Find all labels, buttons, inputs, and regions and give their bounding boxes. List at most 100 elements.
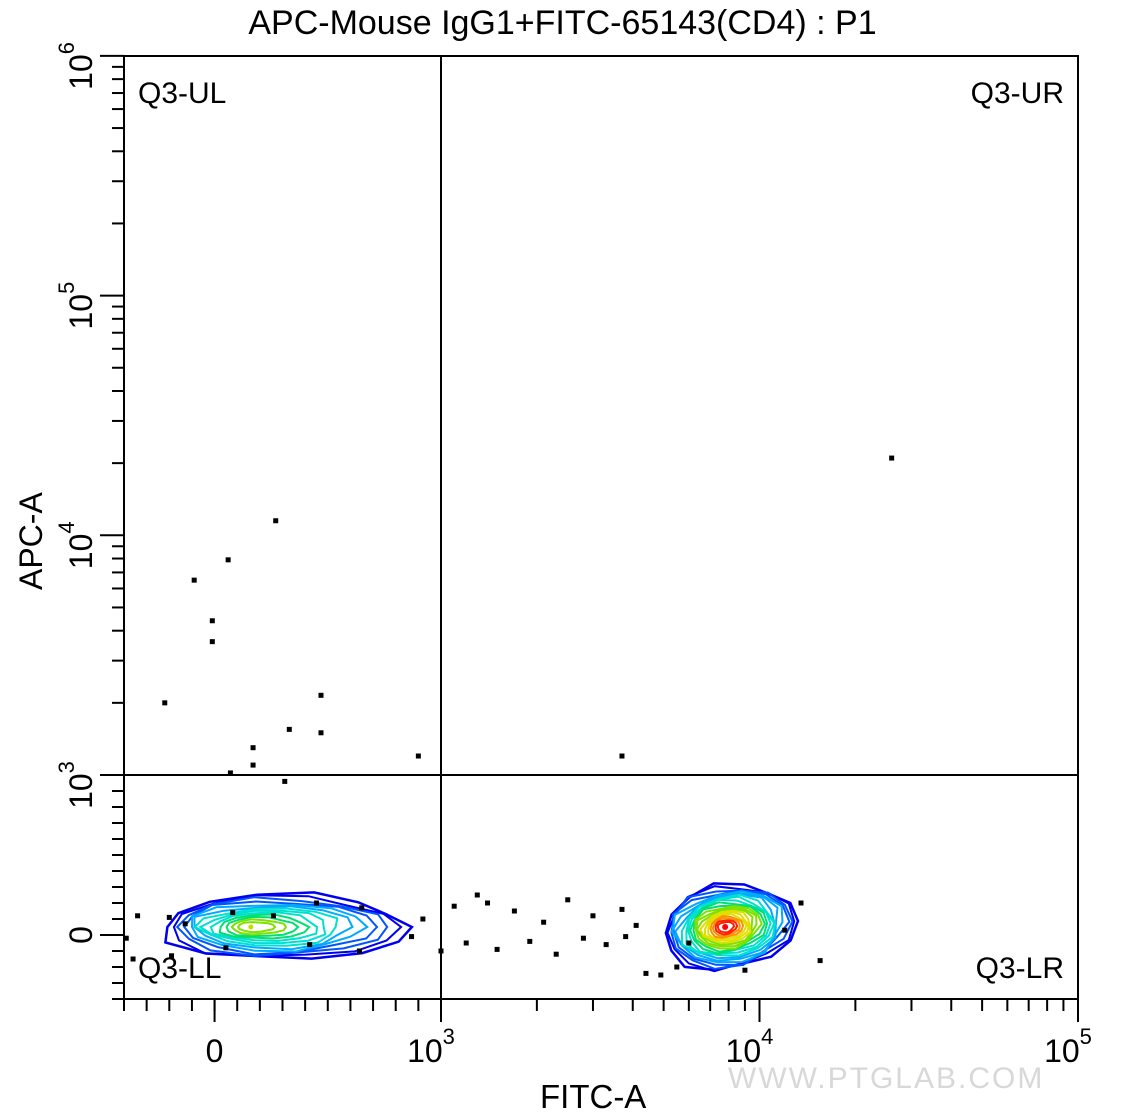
chart-title: APC-Mouse IgG1+FITC-65143(CD4) : P1 [248,4,877,42]
y-tick-label-exponent: 6 [54,42,79,54]
event-dot [223,945,229,951]
x-tick-label-exponent: 5 [1080,1024,1092,1049]
event-dot [225,557,231,563]
quadrant-label: Q3-UR [971,77,1064,110]
event-dot [485,900,491,906]
event-dot [250,762,256,768]
plot-frame [123,55,1079,1000]
quadrant-label: Q3-LL [138,952,221,985]
y-tick-label: 0 [63,926,99,944]
contour-ring [230,918,288,936]
y-tick-label-text: 103 [54,761,99,809]
contour-ring [714,919,739,936]
event-dot [643,970,649,976]
event-dot [565,897,571,903]
event-dot [166,914,172,920]
y-tick-label: 106 [54,42,99,90]
outlier-events [123,455,895,978]
event-dot [511,908,517,914]
y-tick-label: 104 [54,521,99,569]
contour-ring [236,921,277,934]
event-dot [817,958,823,964]
event-dot [209,639,215,645]
quadrant-labels: Q3-UL Q3-UR Q3-LL Q3-LR [138,77,1064,985]
contour-peak [248,924,254,930]
event-dot [742,967,748,973]
event-dot [474,892,480,898]
contour-ring [709,915,745,939]
event-dot [209,618,215,624]
event-dot [541,919,547,925]
quadrant-label: Q3-LR [976,952,1064,985]
contour-ring [711,917,741,938]
event-dot [451,903,457,909]
event-dot [494,946,500,952]
event-dot [250,745,256,751]
contour-ring [183,900,379,956]
y-axis-label: APC-A [13,492,49,590]
contour-ring [687,898,772,955]
event-dot [420,916,426,922]
event-dot [318,730,324,736]
event-dot [359,905,365,911]
y-tick-label-exponent: 3 [54,761,79,773]
event-dot [553,951,559,957]
event-dot [227,770,233,776]
contour-ring [695,908,754,946]
event-dot [619,753,625,759]
event-dot [619,906,625,912]
contour-ring [164,891,414,960]
quadrant-label: Q3-UL [138,77,226,110]
event-dot [356,948,362,954]
event-dot [313,900,319,906]
density-contours [164,882,800,973]
event-dot [318,692,324,698]
event-dot [230,910,236,916]
contour-ring [190,903,370,953]
contour-ring [670,892,779,962]
event-dot [623,934,629,940]
x-axis-label: FITC-A [540,1078,647,1115]
contour-ring [674,893,777,960]
event-dot [130,956,136,962]
event-dot [889,455,895,461]
event-dot [273,518,279,524]
contour-peak [722,924,729,930]
quadrant-gates [124,56,1078,999]
y-tick-label-exponent: 4 [54,521,79,533]
y-tick-label-exponent: 5 [54,282,79,294]
y-tick-label: 105 [54,282,99,330]
y-tick-label-text: 104 [54,521,99,569]
contour-ring [685,895,776,955]
event-dot [603,942,609,948]
contour-ring [680,893,777,957]
event-dot [463,940,469,946]
contour-ring [699,909,752,944]
event-dot [182,921,188,927]
event-dot [658,972,664,978]
event-dot [169,953,175,959]
contour-ring [664,882,800,972]
x-tick-label: 103 [407,1024,455,1069]
contour-ring [209,911,319,943]
contour-ring [707,912,748,940]
x-tick-label: 105 [1044,1024,1092,1069]
y-tick-label-text: 106 [54,42,99,90]
y-tick-label-text: 0 [63,926,99,944]
x-tick-label-exponent: 3 [443,1024,455,1049]
contour-ring [704,910,750,942]
contour-ring [175,896,389,958]
event-dot [674,964,680,970]
y-tick-label: 103 [54,761,99,809]
event-dot [415,753,421,759]
event-dot [191,577,197,583]
contour-ring [218,913,311,940]
event-dot [286,726,292,732]
event-dot [162,700,168,706]
event-dot [686,940,692,946]
event-dot [409,934,415,940]
y-tick-label-text: 105 [54,282,99,330]
event-dot [798,900,804,906]
